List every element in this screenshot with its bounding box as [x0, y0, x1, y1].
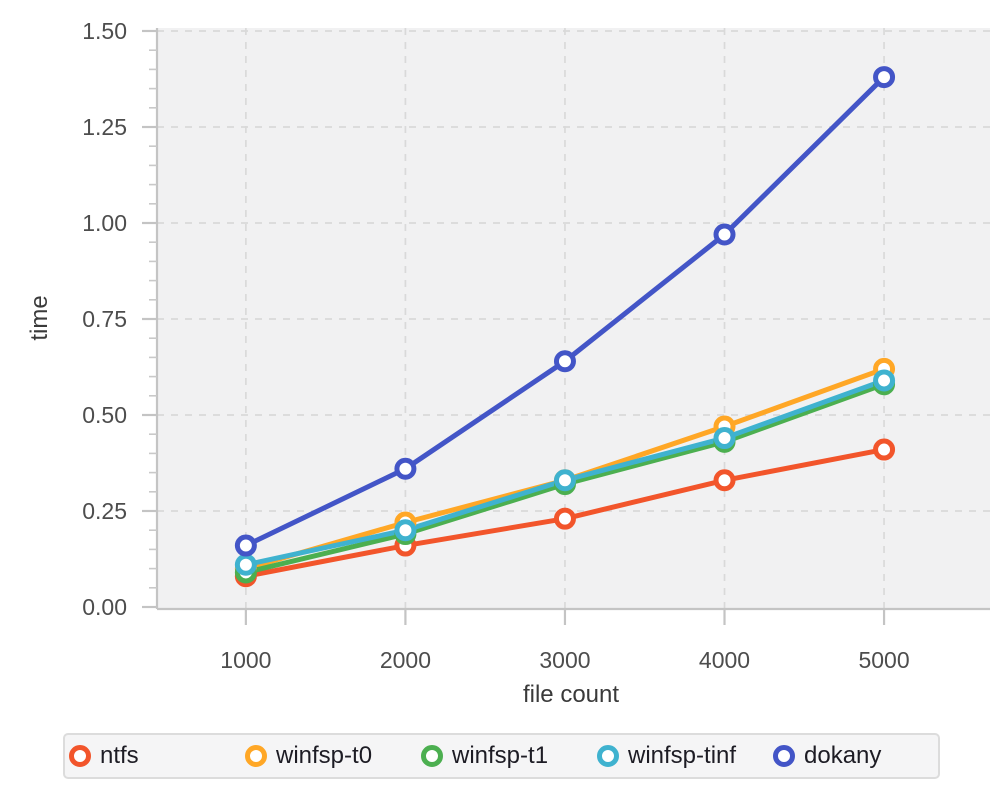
marker-dokany	[713, 223, 736, 246]
legend-item-winfsp-t1[interactable]: winfsp-t1	[421, 742, 548, 770]
marker-winfsp-tinf	[713, 427, 736, 450]
legend-marker-winfsp-t1-icon	[421, 745, 443, 767]
y-tick-label: 1.50	[82, 18, 127, 44]
y-tick-label: 1.25	[82, 114, 127, 140]
x-tick-label: 3000	[539, 647, 590, 673]
legend-item-winfsp-tinf[interactable]: winfsp-tinf	[597, 742, 736, 770]
marker-ntfs	[713, 469, 736, 492]
legend: ntfs winfsp-t0 winfsp-t1 winfsp-tinf dokany	[63, 733, 940, 779]
legend-marker-winfsp-tinf-icon	[597, 745, 619, 767]
legend-label: winfsp-t0	[276, 742, 373, 769]
legend-label: winfsp-t1	[452, 742, 549, 769]
y-axis-title: time	[26, 295, 53, 340]
plot-area: 0.00 0.25 0.50 0.75 1.00 1.25 1.50 1000 2000 3000…	[26, 18, 990, 708]
marker-winfsp-tinf	[234, 553, 257, 576]
marker-dokany	[394, 457, 417, 480]
y-tick-label: 1.00	[82, 210, 127, 236]
x-tick-label: 2000	[380, 647, 431, 673]
marker-winfsp-tinf	[394, 519, 417, 542]
legend-marker-ntfs-icon	[69, 745, 91, 767]
legend-item-ntfs[interactable]: ntfs	[69, 742, 139, 770]
x-tick-label: 4000	[699, 647, 750, 673]
marker-ntfs	[873, 438, 896, 461]
marker-dokany	[553, 350, 576, 373]
marker-dokany	[234, 534, 257, 557]
legend-marker-dokany-icon	[773, 745, 795, 767]
y-tick-label: 0.00	[82, 594, 127, 620]
y-tick-label: 0.50	[82, 402, 127, 428]
legend-label: ntfs	[100, 742, 139, 769]
marker-winfsp-tinf	[553, 469, 576, 492]
marker-ntfs	[553, 507, 576, 530]
legend-label: dokany	[804, 742, 882, 769]
legend-label: winfsp-tinf	[628, 742, 737, 769]
legend-marker-winfsp-t0-icon	[245, 745, 267, 767]
x-axis-title: file count	[523, 681, 619, 708]
y-tick-label: 0.25	[82, 498, 127, 524]
x-tick-label: 5000	[858, 647, 909, 673]
y-tick-label: 0.75	[82, 306, 127, 332]
marker-dokany	[873, 66, 896, 89]
marker-winfsp-tinf	[873, 369, 896, 392]
legend-item-winfsp-t0[interactable]: winfsp-t0	[245, 742, 372, 770]
legend-item-dokany[interactable]: dokany	[773, 742, 881, 770]
x-tick-label: 1000	[220, 647, 271, 673]
